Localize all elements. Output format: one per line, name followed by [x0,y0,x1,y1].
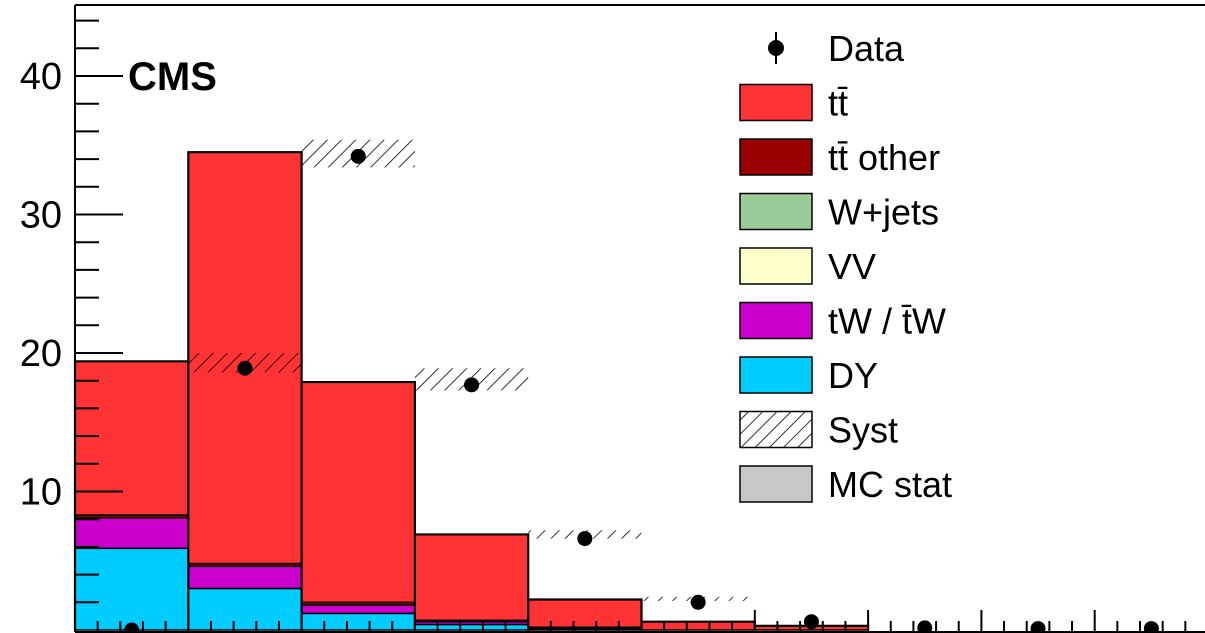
bar-dy-bin-0 [74,547,190,631]
cms-label: CMS [128,55,217,99]
bar-dy-bin-3 [414,623,529,631]
legend-swatch-dy [739,356,813,394]
data-point-4 [577,531,593,547]
legend-label-tt-other: tt̄ other [828,137,940,178]
legend-entry-tt: tt̄ [739,83,848,124]
legend-swatch-syst [739,410,813,449]
data-point-1 [237,360,253,376]
stack-outline [73,151,870,630]
legend-swatch-mc-stat [739,465,813,503]
legend-swatch-tt [739,83,813,122]
legend-entry-w-jets: W+jets [739,192,939,233]
bar-tt-bin-4 [527,598,643,628]
y-tick-label-10: 10 [20,472,62,514]
legend-label-dy: DY [828,355,878,396]
bar-tt-bin-2 [300,381,416,604]
data-point-6 [803,614,819,630]
legend-swatch-tt-other [739,138,813,176]
legend-entry-dy: DY [739,355,878,396]
legend-data-marker [768,40,784,56]
data-point-5 [690,594,706,610]
legend-swatch-tw-t-w [739,301,813,340]
legend-entry-syst: Syst [739,410,898,451]
data-point-0 [124,622,140,633]
bar-tt-bin-3 [414,533,529,622]
data-point-8 [1030,621,1046,633]
legend-label-tw-t-w: tW / t̄W [828,301,946,342]
bar-tw-t-w-bin-2 [300,604,416,615]
data-point-9 [1143,621,1159,633]
legend-label-data: Data [828,28,905,69]
legend-swatch-w-jets [739,192,813,231]
legend-entry-tt-other: tt̄ other [739,137,940,178]
y-tick-label-30: 30 [20,195,62,237]
axes: 10 20 30 40 [20,4,1205,633]
legend-label-vv: VV [828,246,876,287]
legend-entry-tw-t-w: tW / t̄W [739,301,946,342]
legend-label-w-jets: W+jets [828,192,939,233]
data-points [124,148,1159,633]
legend-entry-mc-stat: MC stat [739,464,952,505]
y-tick-label-20: 20 [20,333,62,375]
legend-label-tt: tt̄ [828,83,848,124]
legend-label-mc-stat: MC stat [828,464,952,505]
y-tick-label-40: 40 [20,56,62,98]
data-point-2 [350,148,366,164]
bar-tw-t-w-bin-1 [187,565,303,590]
stacked-bars [73,151,870,631]
bar-tw-t-w-bin-0 [74,517,190,550]
bar-dy-bin-1 [187,587,303,631]
data-point-7 [917,620,933,633]
data-point-3 [464,377,480,393]
legend: Data tt̄ tt̄ other W+jets VV tW / t̄W DY Syst MC… [739,28,952,505]
legend-label-syst: Syst [828,410,898,451]
legend-entry-data: Data [768,28,905,69]
legend-entry-vv: VV [739,246,876,287]
legend-swatch-vv [739,247,813,285]
bar-tt-bin-5 [640,620,756,631]
bar-dy-bin-2 [300,612,416,631]
